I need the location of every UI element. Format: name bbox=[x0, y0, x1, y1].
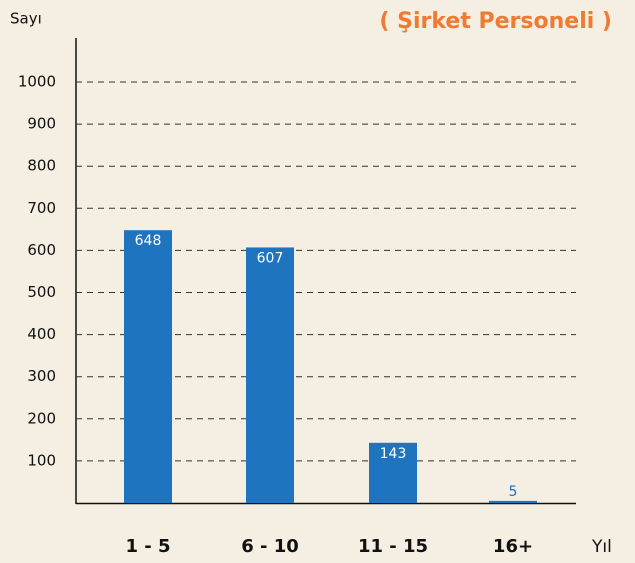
y-tick-label: 900 bbox=[27, 115, 56, 133]
value-label: 648 bbox=[135, 233, 162, 249]
y-tick-label: 100 bbox=[27, 451, 56, 469]
chart-title: ( Şirket Personeli ) bbox=[379, 9, 612, 34]
y-tick-label: 500 bbox=[27, 283, 56, 301]
value-label: 607 bbox=[257, 250, 284, 266]
value-label: 5 bbox=[509, 484, 518, 500]
bar bbox=[369, 442, 417, 503]
x-axis-label: Yıl bbox=[591, 537, 612, 557]
value-label: 143 bbox=[380, 446, 407, 462]
y-tick-label: 700 bbox=[27, 199, 56, 217]
bar bbox=[124, 230, 172, 503]
y-tick-label: 800 bbox=[27, 157, 56, 175]
y-tick-label: 600 bbox=[27, 241, 56, 259]
bar bbox=[489, 500, 537, 503]
bar bbox=[246, 247, 294, 503]
x-tick-label: 11 - 15 bbox=[358, 536, 428, 557]
x-tick-label: 1 - 5 bbox=[125, 536, 170, 557]
y-tick-label: 1000 bbox=[18, 73, 56, 91]
y-axis-label: Sayı bbox=[10, 10, 42, 28]
x-tick-label: 6 - 10 bbox=[241, 536, 299, 557]
y-tick-label: 200 bbox=[27, 409, 56, 427]
x-tick-label: 16+ bbox=[493, 536, 533, 557]
y-tick-label: 400 bbox=[27, 325, 56, 343]
y-tick-label: 300 bbox=[27, 367, 56, 385]
